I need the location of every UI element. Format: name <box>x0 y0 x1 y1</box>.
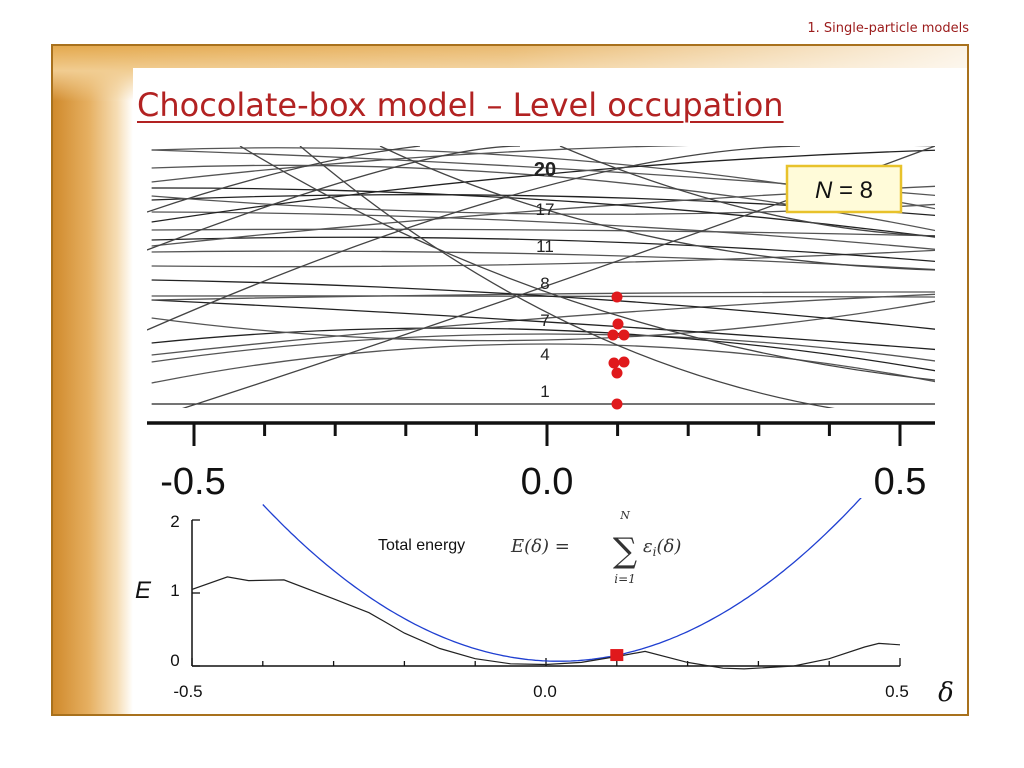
occupied-dot <box>611 398 623 410</box>
level-line <box>151 333 935 363</box>
slide-frame <box>51 44 969 716</box>
energy-ticks <box>191 519 901 667</box>
top-x-tick-label-neg: -0.5 <box>160 461 225 503</box>
level-diagram: 20 17 11 8 7 4 1 N = 8 -0.5 0.0 0.5 <box>147 146 935 503</box>
level-crossing-line <box>299 146 835 408</box>
level-line <box>151 343 935 384</box>
level-line <box>151 293 935 356</box>
energy-x-tick-zero: 0.0 <box>533 682 557 701</box>
energy-x-tick-neg: -0.5 <box>173 682 202 701</box>
energy-y-tick-1: 1 <box>170 581 179 600</box>
level-line <box>151 291 935 301</box>
energy-chart: 2 1 0 E -0.5 0.0 0.5 δ Total energy E(δ)… <box>135 498 954 708</box>
level-line <box>151 187 935 238</box>
formula-lhs: E(δ) = <box>510 536 570 557</box>
energy-y-label: E <box>135 577 152 604</box>
formula-sum-bottom: i=1 <box>614 572 636 586</box>
energy-x-tick-pos: 0.5 <box>885 682 909 701</box>
energy-x-label: δ <box>938 678 954 708</box>
level-label-11: 11 <box>536 237 554 256</box>
occupied-dot <box>611 367 623 379</box>
level-line <box>151 228 935 237</box>
slide-title: Chocolate-box model – Level occupation <box>137 86 784 124</box>
level-label-4: 4 <box>540 345 549 364</box>
level-crossing-line <box>239 146 935 381</box>
level-line <box>151 299 935 351</box>
occupied-dot <box>612 318 624 330</box>
badge-symbol: N <box>815 177 833 204</box>
total-energy-annotation: Total energy <box>378 537 465 554</box>
level-line <box>151 249 935 268</box>
parabola-curve <box>262 498 862 662</box>
particle-count-badge: N = 8 <box>785 164 903 214</box>
formula-term-symbol: ε <box>643 536 653 557</box>
level-crossing-line <box>559 146 935 237</box>
occupied-dot <box>607 329 619 341</box>
level-crossing-line <box>147 146 521 251</box>
formula-sum-sign: ∑ <box>613 531 637 571</box>
formula-term-arg: (δ) <box>657 536 682 557</box>
section-label: 1. Single-particle models <box>807 21 969 36</box>
level-label-1: 1 <box>540 382 549 401</box>
level-line <box>151 149 935 223</box>
formula-term: εi(δ) <box>643 536 681 559</box>
formula-sum-top: N <box>619 509 630 522</box>
level-label-20: 20 <box>534 159 556 181</box>
total-energy-curve <box>192 576 901 670</box>
level-label-8: 8 <box>540 274 549 293</box>
level-line <box>151 211 935 250</box>
frame-gradient-left <box>53 46 133 714</box>
top-x-ticks <box>192 423 902 446</box>
level-line <box>151 279 935 330</box>
top-x-tick-label-zero: 0.0 <box>521 461 574 503</box>
level-line <box>151 236 935 263</box>
occupied-dot <box>608 357 620 369</box>
occupied-dot <box>618 329 630 341</box>
level-line <box>151 146 935 183</box>
energy-formula: E(δ) = N ∑ i=1 εi(δ) <box>510 509 681 586</box>
energy-y-tick-0: 0 <box>170 651 179 670</box>
level-line <box>151 327 935 372</box>
badge-value: = 8 <box>832 177 873 204</box>
svg-text:N = 8: N = 8 <box>815 177 873 204</box>
level-crossing-line <box>147 146 801 331</box>
level-crossing-line <box>147 146 421 213</box>
minimum-marker <box>610 649 624 662</box>
top-x-tick-label-pos: 0.5 <box>874 461 927 503</box>
occupied-dot <box>618 356 630 368</box>
formula-term-subscript: i <box>653 545 657 559</box>
occupied-levels <box>607 291 630 410</box>
occupied-dot <box>611 291 623 303</box>
level-label-17: 17 <box>536 200 555 219</box>
energy-y-tick-2: 2 <box>170 512 179 531</box>
level-label-7: 7 <box>540 311 549 330</box>
level-crossing-line <box>379 146 935 271</box>
